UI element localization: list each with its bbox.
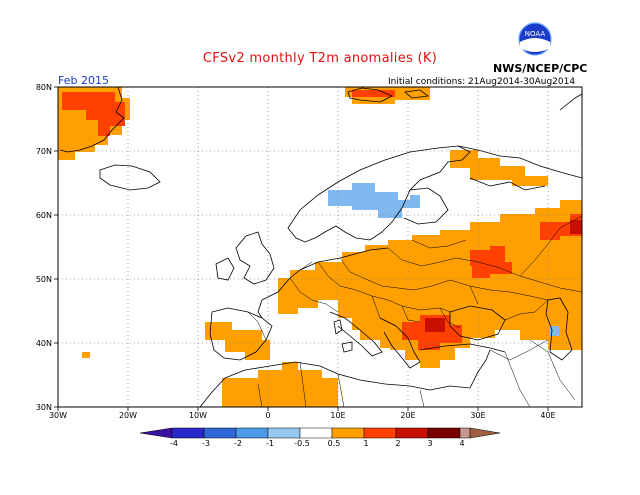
legend-label: -4 <box>170 439 178 448</box>
lat-label: 50N <box>36 275 52 284</box>
lat-label: 60N <box>36 211 52 220</box>
chart-title: CFSv2 monthly T2m anomalies (K) <box>202 51 438 66</box>
axis-ticks <box>54 86 549 411</box>
lon-label: 0 <box>265 411 270 420</box>
lon-label: 20W <box>119 411 137 420</box>
legend-label: -0.5 <box>294 439 310 448</box>
legend-label: 4 <box>459 439 464 448</box>
central-europe-warm <box>278 200 582 368</box>
greenland-moderate-warm <box>62 92 125 136</box>
lon-label: 20E <box>400 411 415 420</box>
legend-label: 1 <box>363 439 368 448</box>
north-africa-warm <box>222 362 338 407</box>
lat-label: 40N <box>36 339 52 348</box>
russia-moderate-warm <box>470 246 512 278</box>
anomaly-fills <box>58 87 582 407</box>
italy-warm <box>360 318 392 348</box>
graticule <box>58 87 582 407</box>
noaa-logo-icon: NOAA <box>518 22 552 56</box>
small-cold-cell <box>550 326 559 336</box>
lat-label: 70N <box>36 147 52 156</box>
eastern-europe-warm <box>450 150 548 186</box>
lon-label: 40E <box>540 411 555 420</box>
map-frame <box>57 86 583 408</box>
legend-label: -3 <box>202 439 210 448</box>
lon-label: 10E <box>330 411 345 420</box>
atlantic-warm-cell <box>82 352 90 358</box>
legend-swatch <box>459 427 471 439</box>
color-legend: -4 -3 -2 -1 -0.5 0.5 1 2 3 4 <box>139 427 501 448</box>
initial-conditions: Initial conditions: 21Aug2014-30Aug2014 <box>388 77 576 87</box>
legend-label: 3 <box>427 439 432 448</box>
country-borders <box>247 215 583 408</box>
legend-swatch <box>395 427 429 439</box>
russia-strong-warm <box>570 220 582 234</box>
legend-swatch <box>331 427 365 439</box>
iberia-warm <box>205 322 270 360</box>
balkans-moderate-warm <box>402 315 462 350</box>
lon-label: 10W <box>189 411 207 420</box>
legend-swatch <box>203 427 237 439</box>
legend-swatch <box>427 427 461 439</box>
legend-label: 0.5 <box>328 439 341 448</box>
legend-swatch <box>171 427 205 439</box>
noaa-logo-text: NOAA <box>525 30 546 38</box>
scandinavia-cold <box>328 183 420 218</box>
legend-swatch <box>139 427 173 439</box>
svalbard-moderate-warm <box>352 90 395 97</box>
legend-swatch <box>267 427 301 439</box>
legend-swatch <box>235 427 269 439</box>
lon-label: 30E <box>470 411 485 420</box>
forecast-period: Feb 2015 <box>58 74 109 87</box>
legend-swatch <box>469 427 501 439</box>
lon-label: 30W <box>49 411 67 420</box>
legend-swatch <box>299 427 333 439</box>
legend-label: 2 <box>395 439 400 448</box>
legend-label: -1 <box>266 439 274 448</box>
agency-label: NWS/NCEP/CPC <box>493 62 588 75</box>
balkans-strong-warm <box>425 318 445 332</box>
coastlines <box>59 86 583 408</box>
lat-label: 80N <box>36 83 52 92</box>
legend-swatch <box>363 427 397 439</box>
lat-label: 30N <box>36 403 52 412</box>
legend-label: -2 <box>234 439 242 448</box>
